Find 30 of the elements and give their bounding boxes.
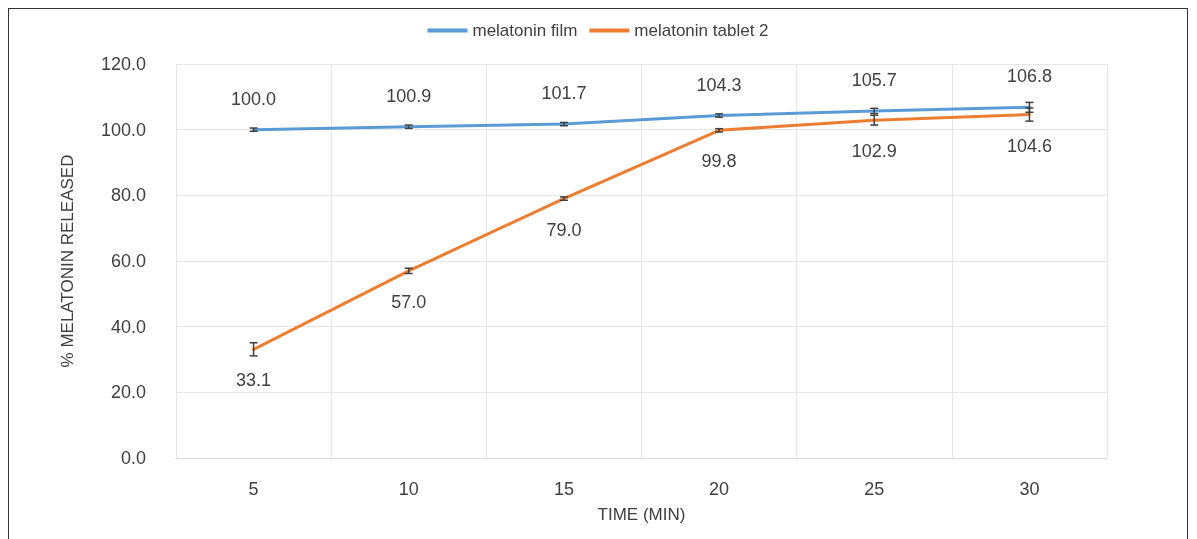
y-tick-label: 20.0 xyxy=(110,382,146,403)
x-tick-label: 30 xyxy=(1019,479,1040,499)
data-label: 102.9 xyxy=(851,141,897,162)
line-series xyxy=(252,105,1031,132)
x-tick-label: 20 xyxy=(709,479,730,499)
y-tick-label: 120.0 xyxy=(100,54,146,74)
data-label: 105.7 xyxy=(851,69,897,90)
data-label: 33.1 xyxy=(236,370,272,391)
y-tick-label: 60.0 xyxy=(110,251,146,271)
data-label: 104.6 xyxy=(1006,135,1052,156)
x-tick-label: 25 xyxy=(864,479,885,499)
data-label: 101.7 xyxy=(541,83,587,104)
legend-label: melatonin tablet 2 xyxy=(634,21,769,40)
data-label: 100.0 xyxy=(231,88,277,109)
legend-label: melatonin film xyxy=(472,21,578,40)
y-tick-label: 40.0 xyxy=(110,316,146,337)
data-label: 106.8 xyxy=(1006,66,1052,87)
x-axis-title: TIME (MIN) xyxy=(597,505,686,524)
data-label: 104.3 xyxy=(696,74,742,95)
data-label: 57.0 xyxy=(391,291,427,312)
x-tick-label: 10 xyxy=(398,479,419,499)
data-label: 100.9 xyxy=(386,85,432,106)
y-tick-label: 100.0 xyxy=(100,119,146,140)
y-axis-title: % MELATONIN RELEASED xyxy=(58,154,77,368)
y-tick-label: 0.0 xyxy=(120,448,146,468)
x-tick-label: 15 xyxy=(553,479,574,499)
data-label: 99.8 xyxy=(701,151,737,172)
x-tick-label: 5 xyxy=(248,479,259,499)
y-tick-label: 80.0 xyxy=(110,185,146,206)
data-label: 79.0 xyxy=(546,219,582,240)
